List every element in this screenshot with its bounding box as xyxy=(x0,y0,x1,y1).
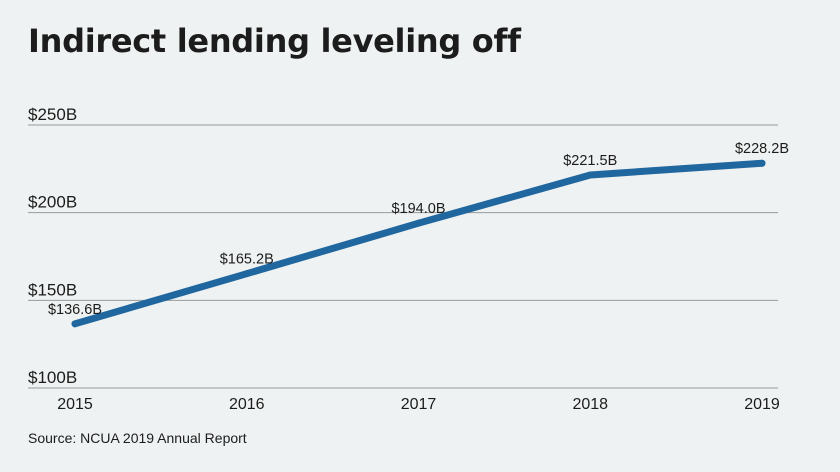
data-point xyxy=(586,171,594,179)
x-tick-label: 2015 xyxy=(57,396,93,413)
data-label: $221.5B xyxy=(563,153,617,169)
y-tick-label: $100B xyxy=(28,368,77,387)
series-line-group xyxy=(71,159,766,328)
x-axis-tick-labels: 2015 2016 2017 2018 2019 xyxy=(57,396,780,413)
x-tick-label: 2017 xyxy=(401,396,437,413)
x-tick-label: 2019 xyxy=(744,396,780,413)
data-point xyxy=(71,320,79,328)
data-labels: $136.6B $165.2B $194.0B $221.5B $228.2B xyxy=(48,141,789,318)
data-label: $194.0B xyxy=(391,201,445,217)
chart-title: Indirect lending leveling off xyxy=(28,22,521,60)
series-line xyxy=(71,159,766,328)
data-point xyxy=(243,270,251,278)
y-axis-tick-labels: $100B $150B $200B $250B xyxy=(28,105,77,387)
source-note: Source: NCUA 2019 Annual Report xyxy=(28,430,247,446)
data-label: $228.2B xyxy=(735,141,789,157)
x-tick-label: 2018 xyxy=(572,396,608,413)
x-tick-label: 2016 xyxy=(229,396,265,413)
data-label: $136.6B xyxy=(48,302,102,318)
data-point xyxy=(758,159,766,167)
y-tick-label: $250B xyxy=(28,105,77,124)
data-points xyxy=(71,159,766,328)
gridlines xyxy=(28,124,778,389)
y-tick-label: $200B xyxy=(28,193,77,212)
data-point xyxy=(415,219,422,227)
y-tick-label: $150B xyxy=(28,280,77,299)
data-label: $165.2B xyxy=(220,252,274,268)
